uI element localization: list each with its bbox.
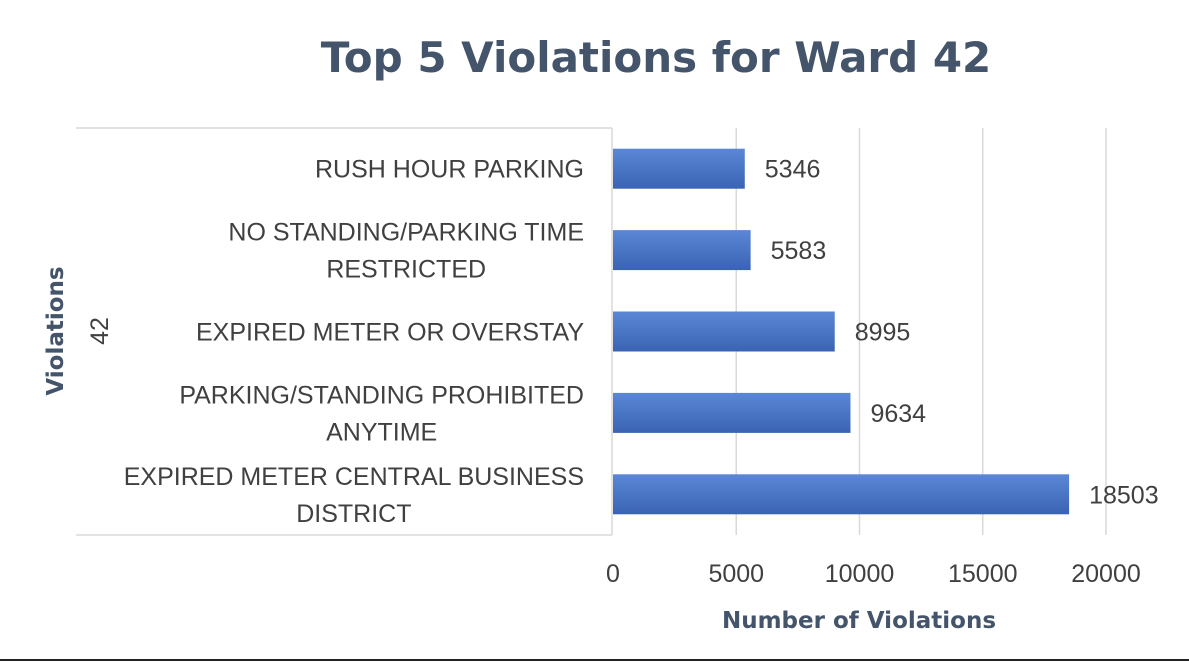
category-label: EXPIRED METER OR OVERSTAY (196, 319, 584, 347)
bar (613, 311, 835, 352)
data-label: 18503 (1089, 481, 1159, 509)
chart-title: Top 5 Violations for Ward 42 (321, 33, 992, 82)
data-labels: 5346 5583 8995 9634 18503 (765, 156, 1159, 510)
category-label-line: ANYTIME (326, 418, 437, 446)
category-label: EXPIRED METER CENTRAL BUSINESS DISTRICT (124, 463, 584, 528)
data-label: 5583 (771, 237, 827, 265)
category-label: NO STANDING/PARKING TIME RESTRICTED (228, 219, 584, 284)
x-tick-label: 0 (606, 560, 620, 588)
bar (613, 230, 751, 271)
data-label: 5346 (765, 156, 821, 184)
category-label: PARKING/STANDING PROHIBITED ANYTIME (179, 381, 584, 446)
x-axis-title: Number of Violations (722, 608, 996, 634)
category-axis-frame (76, 127, 613, 536)
category-label-line: EXPIRED METER OR OVERSTAY (196, 319, 584, 347)
group-label: 42 (86, 317, 114, 345)
x-tick-label: 10000 (825, 560, 895, 588)
x-tick-labels: 0 5000 10000 15000 20000 (606, 560, 1141, 588)
x-tick-label: 20000 (1071, 560, 1141, 588)
category-labels: RUSH HOUR PARKING NO STANDING/PARKING TIM… (124, 156, 585, 528)
y-axis-title: Violations (43, 266, 69, 395)
category-label-line: DISTRICT (296, 500, 411, 528)
x-tick-label: 15000 (948, 560, 1018, 588)
bar (613, 474, 1070, 515)
category-label-line: RUSH HOUR PARKING (315, 156, 584, 184)
bar (613, 148, 745, 189)
category-label-line: NO STANDING/PARKING TIME (228, 219, 584, 247)
category-label: RUSH HOUR PARKING (315, 156, 584, 184)
category-label-line: RESTRICTED (326, 256, 486, 284)
bar (613, 392, 851, 433)
data-label: 9634 (870, 400, 926, 428)
bars (613, 148, 1070, 515)
category-label-line: PARKING/STANDING PROHIBITED (179, 381, 584, 409)
category-label-line: EXPIRED METER CENTRAL BUSINESS (124, 463, 584, 491)
data-label: 8995 (855, 319, 911, 347)
x-tick-label: 5000 (708, 560, 764, 588)
